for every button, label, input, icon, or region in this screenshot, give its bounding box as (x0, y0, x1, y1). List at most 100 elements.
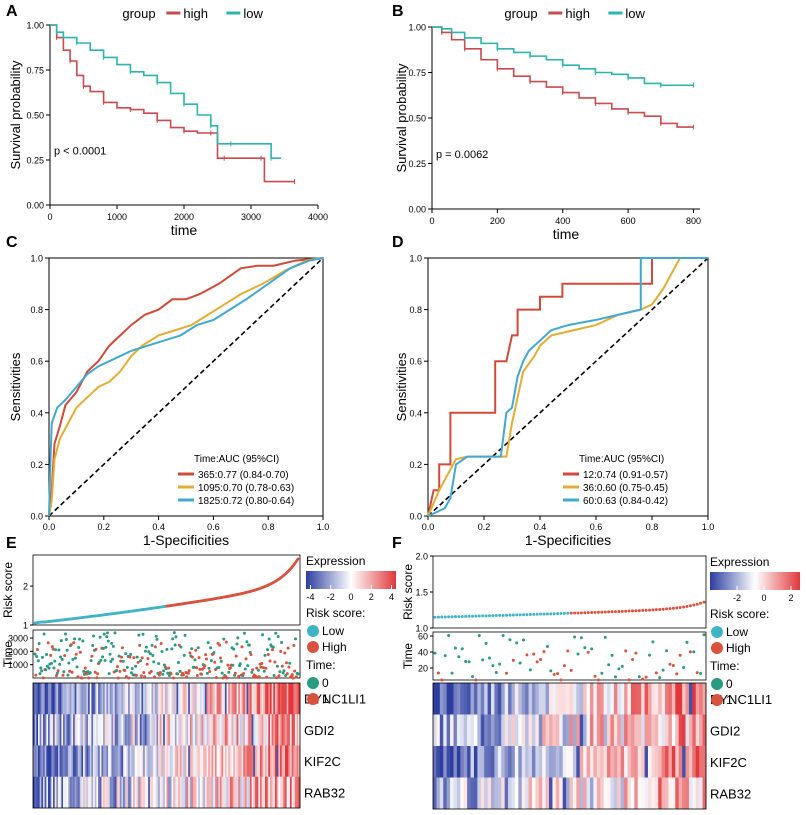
time-point (56, 669, 60, 673)
time-point (285, 672, 289, 676)
heatmap-cell (101, 776, 104, 809)
heatmap-cell (71, 714, 74, 746)
heatmap-cell (538, 683, 543, 715)
risk-point (620, 609, 624, 613)
heatmap-cell (695, 746, 700, 778)
heatmap-cell (688, 714, 693, 747)
heatmap-cell (164, 714, 167, 746)
heatmap-cell (73, 776, 76, 809)
heatmap-cell (238, 776, 241, 809)
heatmap-cell (549, 777, 553, 810)
heatmap-cell (511, 683, 516, 715)
heatmap-cell (484, 746, 488, 778)
time-point (251, 668, 255, 672)
gene-label: RAB32 (304, 785, 345, 800)
heatmap-cell (139, 776, 142, 809)
heatmap-cell (176, 714, 179, 746)
time-point (494, 670, 498, 674)
heatmap-cell (294, 714, 298, 746)
time-point (95, 676, 99, 680)
heatmap-cell (219, 714, 222, 746)
heatmap-cell (572, 777, 577, 810)
heatmap-cell (253, 745, 256, 777)
time-point (225, 676, 229, 680)
heatmap-cell (188, 745, 191, 777)
heatmap-cell (206, 714, 209, 746)
heatmap-cell (164, 745, 167, 777)
time-point (172, 676, 176, 680)
heatmap-cell (216, 683, 219, 715)
heatmap-cell (128, 683, 131, 715)
heatmap-cell (101, 745, 104, 777)
heatmap-cell (682, 777, 686, 810)
heatmap-cell (129, 714, 132, 746)
heatmap-cell (439, 714, 444, 747)
heatmap-cell (246, 683, 249, 715)
time-point (586, 650, 590, 654)
heatmap-cell (549, 683, 553, 715)
heatmap-cell (141, 776, 144, 809)
heatmap-cell (158, 776, 161, 809)
time-point (128, 655, 132, 659)
time-point (470, 675, 474, 679)
time-point (167, 666, 171, 670)
time-point (440, 678, 444, 682)
heatmap-cell (566, 746, 570, 778)
time-point (481, 658, 485, 662)
heatmap-cell (261, 714, 264, 746)
heatmap-cell (89, 745, 92, 777)
heatmap-cell (634, 683, 639, 715)
heatmap-cell (144, 745, 147, 777)
heatmap-cell (113, 776, 116, 809)
time-legend-title: Time: (306, 658, 336, 672)
heatmap-cell (443, 777, 448, 810)
risk-point (590, 610, 594, 614)
heatmap-cell (263, 776, 266, 809)
heatmap-cell (473, 683, 478, 715)
time-point (111, 644, 115, 648)
heatmap-cell (258, 776, 261, 809)
heatmap-cell (685, 777, 690, 810)
time-point (141, 632, 145, 636)
gene-label: KIF2C (304, 754, 341, 769)
heatmap-cell (293, 745, 296, 777)
heatmap-cell (254, 776, 258, 809)
heatmap-cell (111, 745, 114, 777)
heatmap-cell (253, 714, 256, 746)
heatmap-cell (63, 745, 66, 777)
heatmap-cell (658, 714, 663, 747)
heatmap-cell (271, 683, 274, 715)
heatmap-cell (651, 683, 656, 715)
heatmap-cell (266, 776, 269, 809)
heatmap-cell (487, 683, 492, 715)
time-point (77, 646, 81, 650)
heatmap-cell (251, 745, 254, 777)
heatmap-cell (281, 714, 284, 746)
risk-legend-entry: Low (726, 625, 748, 639)
heatmap-cell (238, 745, 241, 777)
risk-point (596, 610, 600, 614)
heatmap-cell (163, 714, 166, 746)
heatmap-cell (88, 776, 91, 809)
heatmap-cell (188, 683, 191, 715)
time-point (268, 659, 272, 663)
time-point (139, 659, 143, 663)
x-tick-label: 0.4 (534, 522, 547, 532)
time-point (138, 643, 142, 647)
heatmap-cell (64, 714, 67, 746)
heatmap-cell (171, 683, 174, 715)
time-point (109, 660, 113, 664)
heatmap-cell (545, 777, 550, 810)
heatmap-cell (129, 745, 132, 777)
heatmap-cell (133, 714, 136, 746)
time-point (162, 669, 166, 673)
heatmap-cell (221, 683, 224, 715)
heatmap-cell (143, 683, 146, 715)
heatmap-cell (224, 776, 227, 809)
heatmap-cell (148, 683, 151, 715)
heatmap-cell (46, 745, 49, 777)
heatmap-cell (96, 776, 99, 809)
time-point (257, 675, 261, 679)
time-point (620, 664, 624, 668)
risk-point (474, 614, 478, 618)
